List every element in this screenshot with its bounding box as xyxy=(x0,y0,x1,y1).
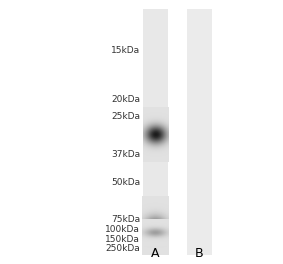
Text: 20kDa: 20kDa xyxy=(111,95,140,103)
Text: 150kDa: 150kDa xyxy=(105,235,140,244)
Text: 50kDa: 50kDa xyxy=(111,178,140,187)
Text: 250kDa: 250kDa xyxy=(105,244,140,253)
Text: 75kDa: 75kDa xyxy=(111,215,140,224)
Bar xyxy=(187,9,212,255)
Text: 15kDa: 15kDa xyxy=(111,46,140,55)
Text: A: A xyxy=(151,247,160,260)
Text: 37kDa: 37kDa xyxy=(111,150,140,159)
Text: 100kDa: 100kDa xyxy=(105,225,140,234)
Text: B: B xyxy=(195,247,204,260)
Text: 25kDa: 25kDa xyxy=(111,112,140,121)
Bar xyxy=(143,9,168,255)
